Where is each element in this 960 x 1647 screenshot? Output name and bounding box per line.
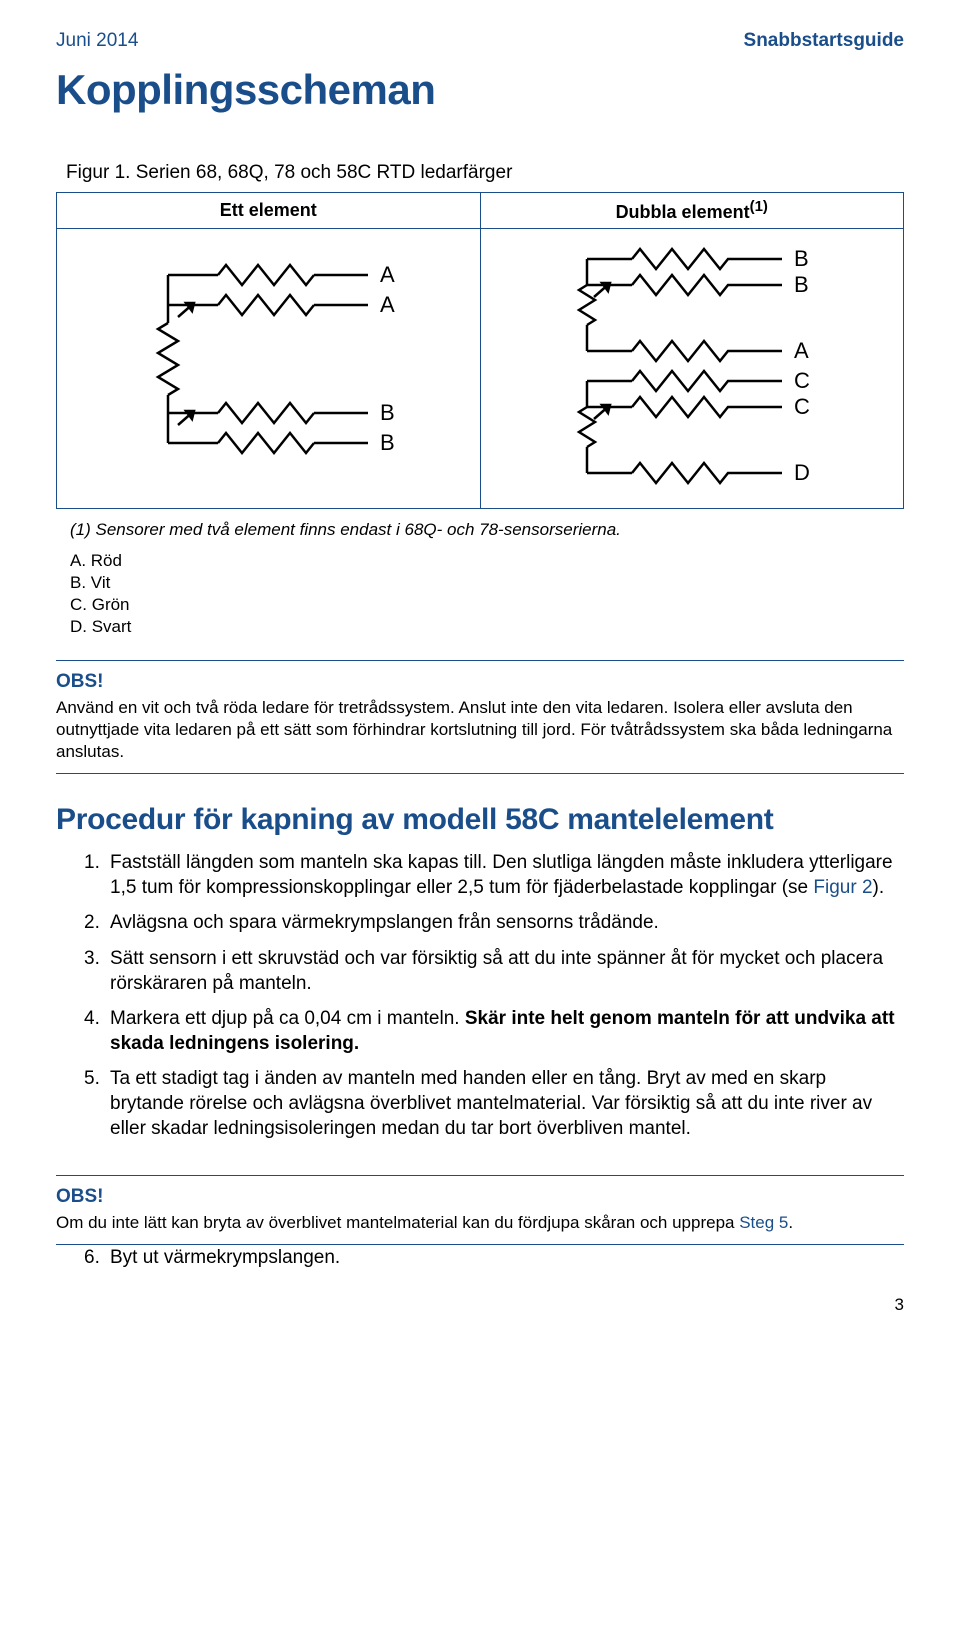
header-guide: Snabbstartsguide	[744, 28, 904, 54]
obs-block-2: OBS! Om du inte lätt kan bryta av överbl…	[56, 1176, 904, 1244]
single-rtd-svg: A A B B	[108, 235, 428, 475]
obs1-text: Använd en vit och två röda ledare för tr…	[56, 697, 904, 763]
divider	[56, 773, 904, 774]
procedure-steps-cont: Byt ut värmekrympslangen.	[84, 1245, 904, 1270]
double-rtd-svg: B B A C C D	[532, 235, 852, 495]
single-label-3: B	[380, 430, 395, 455]
step-2: Avlägsna och spara värmekrympslangen frå…	[84, 910, 904, 935]
figure1-text: Serien 68, 68Q, 78 och 58C RTD ledarfärg…	[136, 162, 513, 183]
double-element-diagram: B B A C C D	[480, 229, 904, 508]
double-label-5: D	[794, 460, 810, 485]
section2-title: Procedur för kapning av modell 58C mante…	[56, 800, 904, 841]
double-label-1: B	[794, 272, 809, 297]
obs1-label: OBS!	[56, 669, 904, 695]
double-label-3: C	[794, 368, 810, 393]
legend-a: A. Röd	[70, 550, 904, 572]
step-5: Ta ett stadigt tag i änden av manteln me…	[84, 1066, 904, 1141]
legend-c: C. Grön	[70, 594, 904, 616]
col-header-single: Ett element	[57, 192, 481, 228]
single-element-diagram: A A B B	[57, 229, 481, 508]
diagram-table: Ett element Dubbla element(1)	[56, 192, 904, 509]
table-footnote: (1) Sensorer med två element finns endas…	[70, 519, 904, 542]
step-6: Byt ut värmekrympslangen.	[84, 1245, 904, 1270]
page-header: Juni 2014 Snabbstartsguide	[56, 28, 904, 54]
figure1-label: Figur 1.	[66, 162, 130, 183]
single-label-1: A	[380, 292, 395, 317]
double-label-2: A	[794, 338, 809, 363]
step-4: Markera ett djup på ca 0,04 cm i manteln…	[84, 1006, 904, 1056]
obs2-label: OBS!	[56, 1184, 904, 1210]
figure2-ref: Figur 2	[813, 877, 872, 898]
procedure-steps: Fastställ längden som manteln ska kapas …	[84, 850, 904, 1141]
step-3: Sätt sensorn i ett skruvstäd och var för…	[84, 946, 904, 996]
step5-ref: Steg 5	[739, 1213, 788, 1232]
color-legend: A. Röd B. Vit C. Grön D. Svart	[70, 550, 904, 638]
obs-block-1: OBS! Använd en vit och två röda ledare f…	[56, 661, 904, 773]
header-date: Juni 2014	[56, 28, 138, 54]
single-label-0: A	[380, 262, 395, 287]
page-title: Kopplingsscheman	[56, 62, 904, 119]
figure1-caption: Figur 1. Serien 68, 68Q, 78 och 58C RTD …	[66, 160, 904, 186]
double-label-4: C	[794, 394, 810, 419]
legend-b: B. Vit	[70, 572, 904, 594]
page-number: 3	[56, 1294, 904, 1317]
single-label-2: B	[380, 400, 395, 425]
col-header-double: Dubbla element(1)	[480, 192, 904, 228]
legend-d: D. Svart	[70, 616, 904, 638]
obs2-text: Om du inte lätt kan bryta av överblivet …	[56, 1212, 904, 1234]
step-1: Fastställ längden som manteln ska kapas …	[84, 850, 904, 900]
double-label-0: B	[794, 246, 809, 271]
